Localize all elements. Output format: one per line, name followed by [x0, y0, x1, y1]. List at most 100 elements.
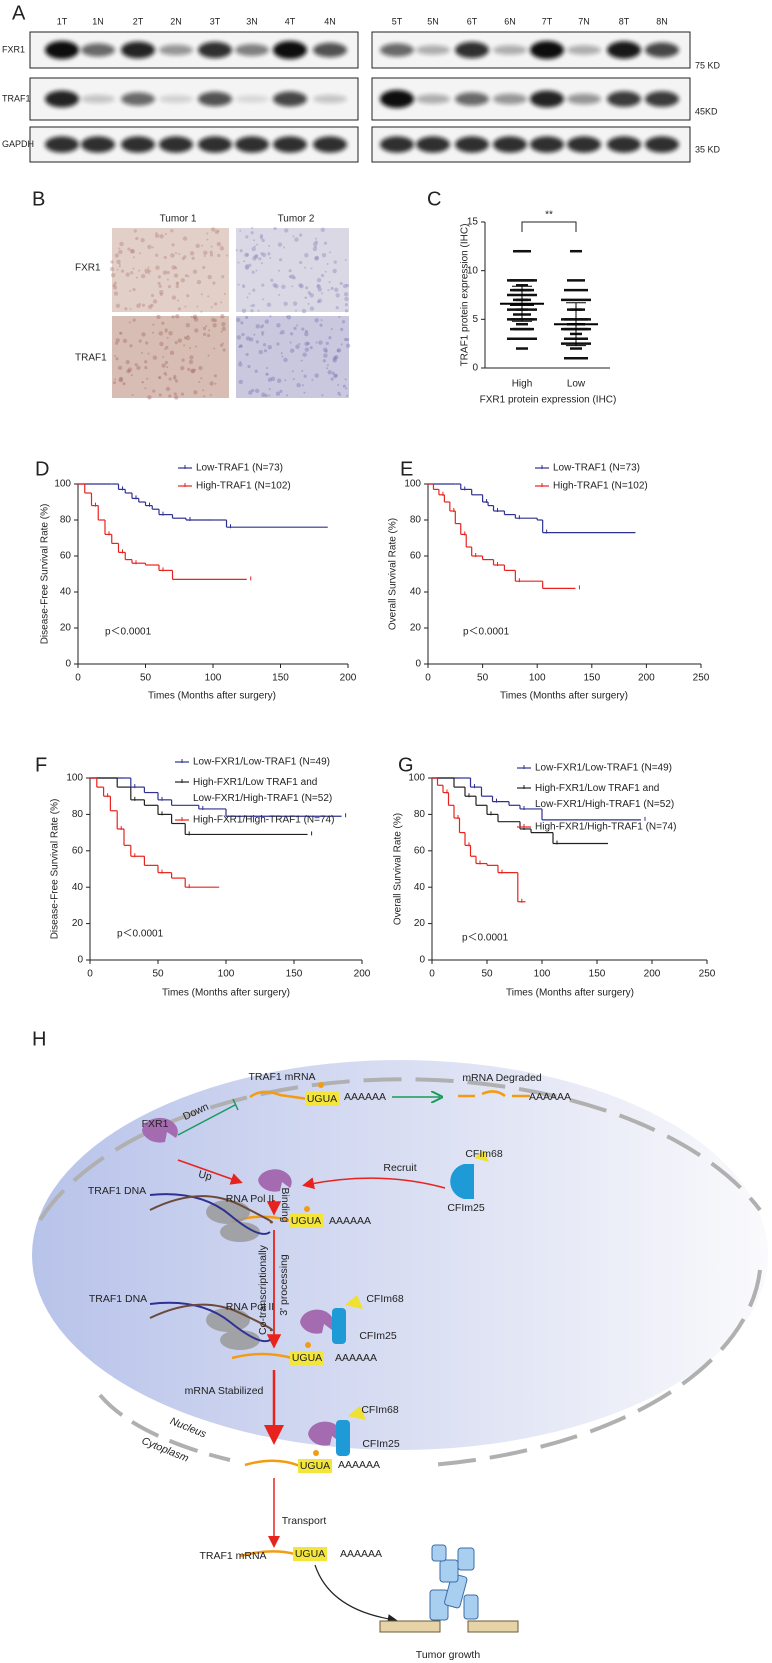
- band: [273, 136, 307, 153]
- blot-box: [29, 31, 359, 69]
- ihc-texture: [164, 233, 167, 236]
- ihc-texture: [272, 283, 277, 288]
- ihc-texture: [245, 352, 249, 357]
- band: [313, 94, 347, 104]
- ihc-texture: [156, 314, 161, 320]
- ihc-texture: [122, 338, 128, 344]
- legend-label: Low-TRAF1 (N=73): [553, 463, 640, 474]
- diagram-label: Cytoplasm: [140, 1435, 191, 1465]
- ihc-texture: [198, 381, 201, 384]
- ihc-texture: [316, 284, 321, 289]
- ihc-texture: [267, 377, 273, 382]
- motif-box: [305, 1092, 339, 1106]
- band: [455, 136, 489, 153]
- ihc-texture: [280, 352, 283, 355]
- ihc-texture: [306, 341, 310, 346]
- ihc-texture: [261, 238, 265, 243]
- ihc-texture: [248, 390, 253, 395]
- ihc-texture: [339, 394, 342, 397]
- ihc-texture: [220, 343, 224, 347]
- lane-label: 4T: [285, 16, 296, 26]
- band: [567, 136, 601, 153]
- ihc-texture: [203, 250, 208, 255]
- ihc-texture: [261, 333, 264, 336]
- ihc-texture: [259, 236, 264, 240]
- panel-letter: C: [427, 188, 441, 210]
- ihc-texture: [248, 337, 254, 342]
- y-axis-label: Disease-Free Survival Rate (%): [50, 799, 61, 940]
- band: [235, 44, 269, 56]
- y-tick-label: 100: [66, 773, 83, 784]
- diagram-label: Recruit: [383, 1162, 416, 1174]
- lane-label: 3T: [210, 16, 221, 26]
- ihc-texture: [119, 331, 123, 335]
- lane-label: 1N: [92, 16, 104, 26]
- ihc-texture: [186, 294, 190, 298]
- ihc-texture: [181, 256, 185, 261]
- ihc-texture: [219, 246, 225, 251]
- cfim68: [345, 1295, 363, 1309]
- ihc-texture: [171, 315, 175, 319]
- ihc-texture: [323, 347, 328, 352]
- ihc-texture: [220, 330, 223, 333]
- ihc-texture: [337, 384, 340, 387]
- x-tick-label: High: [512, 379, 533, 390]
- ihc-texture: [246, 296, 249, 299]
- ihc-texture: [332, 358, 337, 363]
- ihc-texture: [194, 328, 199, 333]
- cell-membrane: [429, 1269, 762, 1467]
- ihc-texture: [209, 394, 212, 397]
- ihc-texture: [159, 290, 164, 295]
- ihc-texture: [115, 357, 119, 361]
- ihc-texture: [253, 239, 256, 242]
- ihc-texture: [301, 369, 304, 372]
- y-tick-label: 60: [60, 551, 72, 562]
- ihc-texture: [251, 388, 255, 393]
- band: [455, 41, 489, 59]
- ihc-texture: [213, 318, 217, 323]
- ihc-texture: [274, 284, 279, 289]
- ihc-texture: [144, 387, 147, 390]
- ihc-texture: [189, 355, 194, 360]
- ihc-texture: [307, 291, 311, 295]
- ihc-texture: [198, 365, 203, 371]
- ihc-texture: [119, 332, 122, 335]
- ihc-texture: [262, 324, 265, 327]
- x-tick-label: 0: [87, 969, 93, 980]
- ihc-texture: [267, 345, 272, 350]
- ihc-texture: [130, 374, 133, 377]
- ihc-texture: [125, 272, 130, 277]
- modification: [305, 1342, 311, 1348]
- ihc-texture: [142, 381, 145, 384]
- y-tick-label: 15: [467, 217, 479, 228]
- ihc-texture: [331, 371, 335, 375]
- y-tick-label: 0: [472, 363, 478, 374]
- ihc-texture: [316, 284, 320, 288]
- ihc-texture: [134, 363, 138, 367]
- ihc-texture: [258, 257, 262, 261]
- ihc-texture: [146, 377, 149, 380]
- ihc-texture: [316, 277, 322, 283]
- band: [235, 136, 269, 153]
- ihc-texture: [326, 262, 329, 265]
- ihc-texture: [256, 243, 259, 246]
- ihc-texture: [255, 324, 260, 329]
- diagram-label: UGUA: [307, 1093, 337, 1105]
- ihc-texture: [268, 394, 271, 397]
- inhibit-arrow: [177, 1098, 239, 1136]
- ihc-texture: [194, 345, 197, 348]
- y-axis-label: TRAF1 protein expression (IHC): [460, 224, 471, 367]
- ihc-texture: [333, 373, 338, 379]
- ihc-texture: [305, 286, 309, 290]
- ihc-texture: [165, 345, 169, 350]
- band: [493, 93, 527, 105]
- band: [45, 90, 79, 108]
- ihc-texture: [201, 244, 204, 247]
- y-tick-label: 60: [414, 845, 426, 856]
- lane-label: 5T: [392, 16, 403, 26]
- ihc-texture: [150, 293, 155, 298]
- ihc-texture: [279, 389, 283, 393]
- ihc-texture: [254, 369, 258, 373]
- ihc-texture: [138, 269, 141, 272]
- cell-membrane: [38, 1077, 762, 1222]
